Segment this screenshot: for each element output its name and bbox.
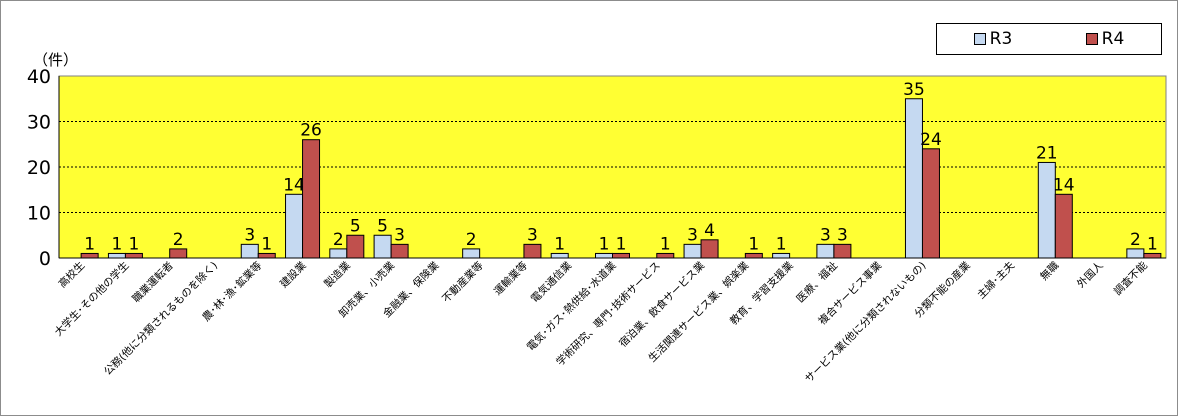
legend-swatch-r4 xyxy=(1085,33,1098,45)
x-tick-label-6: 建設業 xyxy=(277,259,309,291)
data-label-R4-13: 1 xyxy=(616,234,627,254)
bar-R4-18 xyxy=(833,243,852,259)
x-tick-label-24: 外国人 xyxy=(1075,259,1106,290)
legend-swatch-r3 xyxy=(973,33,986,45)
bar-R4-15 xyxy=(700,239,719,259)
data-label-R3-8: 5 xyxy=(377,216,388,236)
x-tick-label-7: 製造業 xyxy=(321,259,353,291)
x-tick-label-2: 大学生･その他の学生 xyxy=(52,259,132,339)
bar-R4-6 xyxy=(302,139,321,259)
data-label-R3-20: 35 xyxy=(903,80,925,100)
data-label-R3-5: 3 xyxy=(244,225,255,245)
data-label-R4-5: 1 xyxy=(261,234,272,254)
bar-R3-7 xyxy=(329,248,348,259)
legend-entry-r4: R4 xyxy=(1085,29,1125,49)
bar-R4-1 xyxy=(80,252,99,259)
data-label-R3-17: 1 xyxy=(776,234,787,254)
data-label-R4-7: 5 xyxy=(350,216,361,236)
data-label-R3-15: 3 xyxy=(687,225,698,245)
data-label-R4-20: 24 xyxy=(920,130,942,150)
data-label-R4-16: 1 xyxy=(748,234,759,254)
bar-R4-7 xyxy=(346,234,365,259)
data-label-R4-2: 1 xyxy=(129,234,140,254)
bar-R3-10 xyxy=(462,248,481,259)
data-label-R3-18: 3 xyxy=(820,225,831,245)
bar-R4-13 xyxy=(612,252,630,259)
bar-R4-11 xyxy=(523,243,542,259)
data-label-R4-1: 1 xyxy=(84,234,95,254)
bar-R4-20 xyxy=(921,148,940,259)
bar-R4-23 xyxy=(1054,193,1073,259)
data-label-R4-18: 3 xyxy=(837,225,848,245)
x-tick-label-18: 医療、福祉 xyxy=(794,259,841,306)
x-tick-label-13: 電気･ガス･熱供給･水道業 xyxy=(524,259,619,354)
bar-R3-18 xyxy=(816,243,835,259)
bar-R3-12 xyxy=(550,252,569,259)
bar-R3-15 xyxy=(683,243,702,259)
bar-R4-8 xyxy=(390,243,409,259)
data-label-R4-25: 1 xyxy=(1147,234,1158,254)
data-label-R3-7: 2 xyxy=(333,230,344,250)
data-label-R3-13: 1 xyxy=(599,234,610,254)
bar-R3-20 xyxy=(904,98,923,259)
x-tick-label-22: 主婦･主夫 xyxy=(975,259,1017,301)
bar-R3-17 xyxy=(772,252,791,259)
data-label-R3-12: 1 xyxy=(554,234,565,254)
data-label-R4-3: 2 xyxy=(173,230,184,250)
data-label-R3-10: 2 xyxy=(466,230,477,250)
x-tick-label-10: 不動産業等 xyxy=(439,259,486,306)
x-tick-label-11: 運輸業等 xyxy=(491,259,530,298)
y-tick-label-30: 30 xyxy=(27,112,51,134)
bar-R4-2 xyxy=(124,252,143,259)
legend-label-r3: R3 xyxy=(989,29,1013,49)
data-label-R4-6: 26 xyxy=(300,121,322,141)
bar-R3-8 xyxy=(373,234,392,259)
y-tick-label-10: 10 xyxy=(27,203,51,225)
data-label-R4-23: 14 xyxy=(1053,175,1075,195)
legend: R3 R4 xyxy=(936,23,1162,55)
legend-label-r4: R4 xyxy=(1101,29,1125,49)
bar-R4-5 xyxy=(257,252,276,259)
y-tick-label-20: 20 xyxy=(27,157,51,179)
x-tick-label-1: 高校生 xyxy=(56,259,87,290)
data-label-R4-14: 1 xyxy=(660,234,671,254)
legend-entry-r3: R3 xyxy=(973,29,1013,49)
data-label-R4-8: 3 xyxy=(394,225,405,245)
y-axis-unit-label: （件） xyxy=(33,51,78,69)
data-label-R3-6: 14 xyxy=(283,175,305,195)
x-tick-label-12: 電気通信業 xyxy=(528,259,575,306)
x-tick-label-25: 調査不能 xyxy=(1111,259,1150,298)
y-tick-label-0: 0 xyxy=(39,248,51,270)
bar-R4-16 xyxy=(744,252,763,259)
data-label-R4-11: 3 xyxy=(527,225,538,245)
bar-R4-25 xyxy=(1143,252,1162,259)
bar-R4-14 xyxy=(656,252,675,259)
bar-R3-25 xyxy=(1126,248,1145,259)
bar-R3-5 xyxy=(240,243,259,259)
bar-R4-3 xyxy=(169,248,188,259)
x-tick-label-3: 職業運転者 xyxy=(130,259,176,305)
x-tick-label-15: 宿泊業、飲食サービス業 xyxy=(616,259,707,350)
data-label-R4-15: 4 xyxy=(704,221,715,241)
bar-R3-6 xyxy=(285,193,304,259)
data-label-R3-2: 1 xyxy=(112,234,123,254)
data-label-R3-25: 2 xyxy=(1130,230,1141,250)
data-label-R3-23: 21 xyxy=(1036,143,1058,163)
y-tick-label-40: 40 xyxy=(27,66,51,88)
x-tick-label-23: 無職 xyxy=(1037,259,1061,283)
